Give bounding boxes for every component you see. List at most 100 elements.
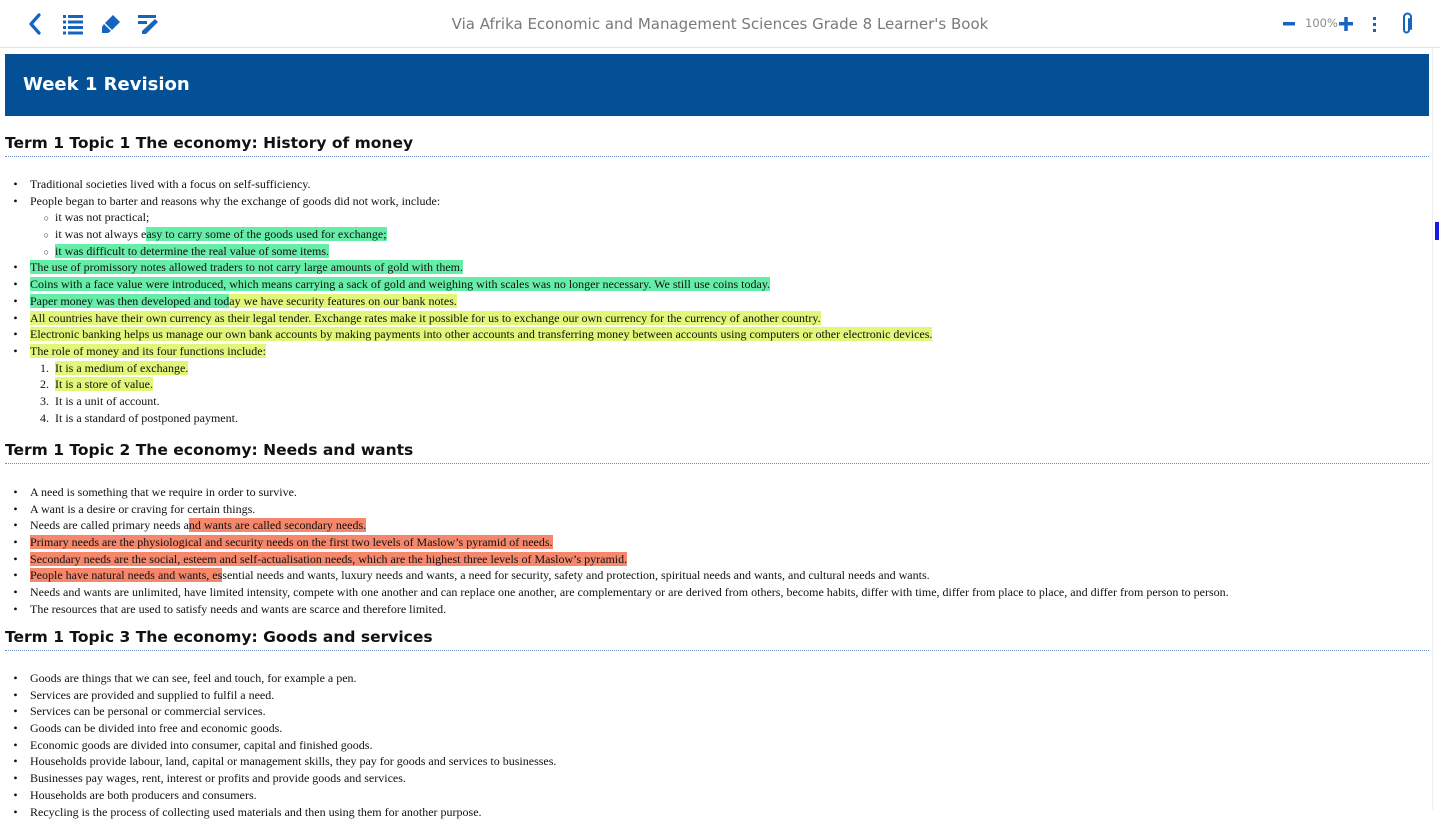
list-item: •Services are provided and supplied to f… [5, 687, 1429, 704]
text-segment: People began to barter and reasons why t… [30, 194, 440, 208]
text-segment: A need is something that we require in o… [30, 485, 297, 499]
highlighted-text[interactable]: Primary needs are the physiological and … [30, 535, 553, 549]
bullet-icon: • [5, 753, 30, 770]
topic-heading: Term 1 Topic 2 The economy: Needs and wa… [5, 441, 1429, 464]
text-segment: It is a standard of postponed payment. [55, 411, 238, 425]
topic-list: •Goods are things that we can see, feel … [5, 670, 1429, 820]
highlighted-text[interactable]: Secondary needs are the social, esteem a… [30, 552, 627, 566]
scrollbar-thumb[interactable] [1435, 222, 1439, 240]
text-segment: Needs and wants are unlimited, have limi… [30, 585, 1229, 599]
text-segment: Recycling is the process of collecting u… [30, 805, 482, 819]
bullet-icon: • [5, 343, 30, 360]
text-segment: Households provide labour, land, capital… [30, 754, 556, 768]
list-item: •Traditional societies lived with a focu… [5, 176, 1429, 193]
text-segment: A want is a desire or craving for certai… [30, 502, 255, 516]
bullet-icon: • [5, 326, 30, 343]
highlighted-text[interactable]: Coins with a face value were introduced,… [30, 277, 770, 291]
list-item: •Needs are called primary needs and want… [5, 517, 1429, 534]
highlighted-text[interactable]: asy to carry some of the goods used for … [146, 227, 386, 241]
bullet-icon: • [5, 601, 30, 618]
bullet-icon: • [5, 484, 30, 501]
highlighted-text[interactable]: The role of money and its four functions… [30, 344, 266, 358]
topic-section: Term 1 Topic 3 The economy: Goods and se… [5, 628, 1429, 820]
list-item: •Services can be personal or commercial … [5, 703, 1429, 720]
zoom-level: 100% [1305, 16, 1338, 30]
more-options-icon[interactable] [1363, 12, 1387, 36]
text-segment: Traditional societies lived with a focus… [30, 177, 311, 191]
bullet-icon: • [5, 687, 30, 704]
circle-bullet-icon: ○ [5, 244, 55, 261]
highlighter-icon[interactable] [99, 12, 123, 36]
highlighted-text[interactable]: It is a store of value. [55, 377, 153, 391]
highlighted-text[interactable]: People have natural needs and wants, es [30, 568, 222, 582]
text-segment: Economic goods are divided into consumer… [30, 738, 372, 752]
list-item: •Needs and wants are unlimited, have lim… [5, 584, 1429, 601]
list-item: •All countries have their own currency a… [5, 310, 1429, 327]
list-number: 1. [5, 360, 55, 377]
list-item: •Households are both producers and consu… [5, 787, 1429, 804]
list-item: 3.It is a unit of account. [5, 393, 1429, 410]
bullet-icon: • [5, 787, 30, 804]
list-item: •A need is something that we require in … [5, 484, 1429, 501]
circle-bullet-icon: ○ [5, 210, 55, 227]
notes-icon[interactable] [136, 12, 160, 36]
text-segment: Needs are called primary needs a [30, 518, 189, 532]
highlighted-text[interactable]: Electronic banking helps us manage our o… [30, 327, 932, 341]
topic-list: •A need is something that we require in … [5, 484, 1429, 618]
bullet-icon: • [5, 534, 30, 551]
highlighted-text[interactable]: The use of promissory notes allowed trad… [30, 260, 463, 274]
bullet-icon: • [5, 501, 30, 518]
bullet-icon: • [5, 584, 30, 601]
text-segment: The resources that are used to satisfy n… [30, 602, 446, 616]
list-item: •The resources that are used to satisfy … [5, 601, 1429, 618]
text-segment: Businesses pay wages, rent, interest or … [30, 771, 406, 785]
bullet-icon: • [5, 703, 30, 720]
highlighted-text[interactable]: nd wants are called secondary needs. [189, 518, 366, 532]
list-item: ○it was not always easy to carry some of… [5, 226, 1429, 243]
highlighted-text[interactable]: it was difficult to determine the real v… [55, 244, 329, 258]
back-icon[interactable] [24, 12, 48, 36]
bullet-icon: • [5, 310, 30, 327]
list-item: •Coins with a face value were introduced… [5, 276, 1429, 293]
topic-heading: Term 1 Topic 3 The economy: Goods and se… [5, 628, 1429, 651]
list-item: •Households provide labour, land, capita… [5, 753, 1429, 770]
section-banner: Week 1 Revision [5, 54, 1429, 116]
list-item: •People began to barter and reasons why … [5, 193, 1429, 210]
zoom-in-icon[interactable] [1335, 12, 1359, 36]
table-of-contents-icon[interactable] [61, 12, 85, 36]
list-item: •Recycling is the process of collecting … [5, 804, 1429, 820]
list-item: ○it was difficult to determine the real … [5, 243, 1429, 260]
topic-section: Term 1 Topic 2 The economy: Needs and wa… [5, 441, 1429, 618]
list-item: 2.It is a store of value. [5, 376, 1429, 393]
text-segment: Goods can be divided into free and econo… [30, 721, 282, 735]
zoom-out-icon[interactable] [1280, 12, 1304, 36]
attachment-icon[interactable] [1395, 12, 1419, 36]
list-item: 1.It is a medium of exchange. [5, 360, 1429, 377]
list-item: •Primary needs are the physiological and… [5, 534, 1429, 551]
bullet-icon: • [5, 720, 30, 737]
list-item: •Paper money was then developed and toda… [5, 293, 1429, 310]
top-toolbar: Via Afrika Economic and Management Scien… [0, 0, 1440, 48]
highlighted-text[interactable]: It is a medium of exchange. [55, 361, 188, 375]
text-segment: It is a unit of account. [55, 394, 160, 408]
bullet-icon: • [5, 176, 30, 193]
list-item: 4.It is a standard of postponed payment. [5, 410, 1429, 427]
topic-list: •Traditional societies lived with a focu… [5, 176, 1429, 426]
highlighted-text[interactable]: Paper money was then developed and tod [30, 294, 229, 308]
bullet-icon: • [5, 804, 30, 820]
list-item: ○it was not practical; [5, 209, 1429, 226]
list-item: •Goods are things that we can see, feel … [5, 670, 1429, 687]
scroll-track[interactable] [1432, 48, 1433, 810]
highlighted-text[interactable]: All countries have their own currency as… [30, 311, 821, 325]
topic-heading: Term 1 Topic 1 The economy: History of m… [5, 134, 1429, 157]
list-item: •Businesses pay wages, rent, interest or… [5, 770, 1429, 787]
highlighted-text[interactable]: ay we have security features on our bank… [229, 294, 457, 308]
list-number: 3. [5, 393, 55, 410]
text-segment: Households are both producers and consum… [30, 788, 257, 802]
bullet-icon: • [5, 670, 30, 687]
list-item: •People have natural needs and wants, es… [5, 567, 1429, 584]
list-item: •Electronic banking helps us manage our … [5, 326, 1429, 343]
list-item: •A want is a desire or craving for certa… [5, 501, 1429, 518]
list-item: •Secondary needs are the social, esteem … [5, 551, 1429, 568]
bullet-icon: • [5, 259, 30, 276]
